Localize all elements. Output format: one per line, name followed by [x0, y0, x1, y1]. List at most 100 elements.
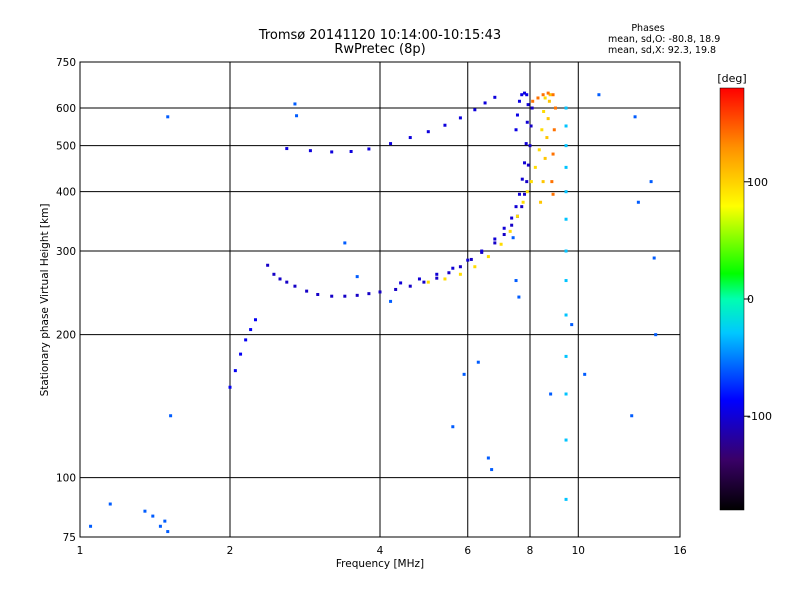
data-point — [308, 149, 312, 153]
colorbar-tick-label: -100 — [747, 410, 772, 423]
data-point — [355, 275, 359, 279]
data-point — [536, 96, 540, 100]
data-point — [525, 180, 529, 184]
data-point — [458, 265, 462, 269]
data-point — [253, 318, 257, 322]
data-point — [542, 109, 546, 113]
x-tick-label: 8 — [527, 545, 534, 557]
data-point — [394, 287, 398, 291]
data-point — [451, 425, 455, 429]
phases-heading: Phases — [631, 23, 664, 34]
colorbar-tick-label: 0 — [747, 293, 754, 306]
data-point — [435, 276, 439, 280]
data-point — [525, 120, 529, 124]
phases-line-x: mean, sd,X: 92.3, 19.8 — [608, 45, 716, 56]
data-point — [551, 192, 555, 196]
data-point — [564, 279, 568, 283]
data-point — [636, 200, 640, 204]
phases-line-o: mean, sd,O: -80.8, 18.9 — [608, 34, 720, 45]
data-point — [499, 242, 503, 246]
data-point — [422, 280, 426, 284]
data-point — [523, 192, 527, 196]
data-point — [517, 192, 521, 196]
data-point — [514, 205, 518, 209]
data-point — [367, 147, 371, 151]
colorbar-tick-label: 100 — [747, 176, 768, 189]
data-point — [525, 93, 529, 97]
data-point — [510, 216, 514, 220]
data-point — [389, 142, 393, 146]
data-point — [570, 323, 574, 327]
data-point — [408, 284, 412, 288]
data-point — [546, 91, 550, 95]
y-tick-label: 500 — [56, 141, 76, 153]
data-point — [493, 237, 497, 241]
plot-area-frame — [79, 61, 681, 538]
data-point — [108, 502, 112, 506]
y-tick-label: 400 — [56, 187, 76, 199]
data-point — [652, 256, 656, 260]
data-point — [408, 136, 412, 140]
data-point — [458, 272, 462, 276]
data-point — [378, 290, 382, 294]
x-tick-label: 4 — [377, 545, 384, 557]
data-point — [510, 223, 514, 227]
data-point — [549, 392, 553, 396]
data-point — [515, 113, 519, 117]
data-point — [426, 130, 430, 134]
data-point — [228, 385, 232, 389]
data-point — [466, 258, 470, 262]
y-tick-label: 600 — [56, 103, 76, 115]
data-point — [367, 292, 371, 296]
data-point — [546, 117, 550, 121]
colorbar-ticks: 100 0 -100 — [744, 176, 772, 423]
data-point — [458, 116, 462, 120]
data-point — [451, 266, 455, 270]
data-point — [272, 272, 276, 276]
y-axis-label: Stationary phase Virtual Height [km] — [39, 204, 51, 397]
data-point — [443, 277, 447, 281]
y-tick-label: 750 — [56, 57, 76, 69]
data-point — [343, 241, 347, 245]
y-tick-label: 75 — [63, 532, 76, 544]
data-point — [548, 93, 552, 97]
data-point — [539, 200, 543, 204]
data-point — [417, 277, 421, 281]
data-point — [520, 177, 524, 181]
data-point — [305, 289, 309, 293]
data-point — [511, 236, 515, 240]
data-point — [343, 294, 347, 298]
data-point — [564, 249, 568, 253]
data-point — [473, 108, 477, 112]
data-point — [520, 93, 524, 97]
data-point — [597, 93, 601, 97]
data-point — [476, 360, 480, 364]
y-tick-label: 300 — [56, 246, 76, 258]
data-point — [462, 372, 466, 376]
data-point — [531, 99, 535, 103]
data-point — [293, 284, 297, 288]
data-point — [521, 200, 525, 204]
data-point — [151, 514, 155, 518]
data-point — [633, 115, 637, 119]
data-point — [515, 214, 519, 218]
data-point — [564, 217, 568, 221]
data-point — [435, 272, 439, 276]
data-point — [529, 180, 533, 184]
data-point — [564, 165, 568, 169]
data-point — [545, 136, 549, 140]
x-tick-label: 2 — [227, 545, 234, 557]
data-point — [541, 93, 545, 97]
data-point — [278, 277, 282, 281]
data-point — [493, 95, 497, 99]
data-point — [541, 180, 545, 184]
x-tick-label: 10 — [572, 545, 585, 557]
data-point — [266, 263, 270, 267]
data-point — [426, 280, 430, 284]
data-point — [399, 281, 403, 285]
gridlines — [80, 62, 680, 537]
data-point — [523, 161, 527, 165]
data-point — [473, 265, 477, 269]
data-point — [564, 392, 568, 396]
data-point — [551, 93, 555, 97]
